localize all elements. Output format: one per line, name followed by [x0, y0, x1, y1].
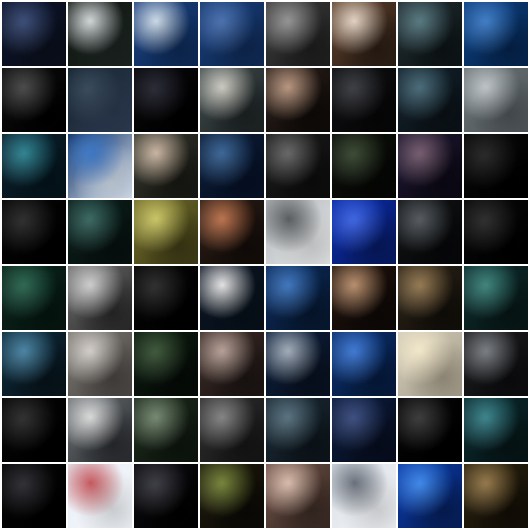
image-tile	[464, 464, 528, 528]
image-tile	[68, 266, 132, 330]
image-tile	[464, 134, 528, 198]
image-tile	[464, 200, 528, 264]
image-tile	[332, 332, 396, 396]
image-tile	[332, 464, 396, 528]
image-tile	[68, 68, 132, 132]
image-tile	[266, 68, 330, 132]
image-tile	[134, 2, 198, 66]
image-tile	[398, 398, 462, 462]
image-tile	[68, 134, 132, 198]
image-tile	[464, 398, 528, 462]
image-tile	[200, 68, 264, 132]
image-tile	[134, 464, 198, 528]
image-tile	[134, 398, 198, 462]
image-tile	[266, 398, 330, 462]
image-tile	[200, 2, 264, 66]
image-tile	[2, 398, 66, 462]
image-tile	[398, 266, 462, 330]
image-tile	[68, 464, 132, 528]
image-tile	[134, 200, 198, 264]
image-tile	[2, 68, 66, 132]
image-tile	[2, 134, 66, 198]
image-tile	[134, 332, 198, 396]
image-tile	[464, 332, 528, 396]
image-tile	[134, 68, 198, 132]
image-tile	[200, 332, 264, 396]
image-tile	[398, 68, 462, 132]
image-tile	[266, 134, 330, 198]
image-tile	[266, 2, 330, 66]
image-tile	[398, 134, 462, 198]
image-tile	[332, 68, 396, 132]
image-tile	[2, 2, 66, 66]
image-tile	[332, 200, 396, 264]
image-tile	[464, 2, 528, 66]
image-tile	[68, 200, 132, 264]
image-tile	[464, 266, 528, 330]
image-tile	[332, 266, 396, 330]
image-tile	[200, 134, 264, 198]
image-tile	[134, 266, 198, 330]
image-tile	[266, 332, 330, 396]
image-tile	[464, 68, 528, 132]
image-tile	[332, 2, 396, 66]
image-tile	[332, 134, 396, 198]
image-tile	[266, 200, 330, 264]
image-tile	[200, 398, 264, 462]
image-tile	[68, 398, 132, 462]
image-tile	[200, 200, 264, 264]
image-tile	[2, 464, 66, 528]
image-tile	[332, 398, 396, 462]
image-tile	[134, 134, 198, 198]
image-tile	[398, 200, 462, 264]
image-tile	[200, 266, 264, 330]
image-tile	[398, 464, 462, 528]
image-tile	[2, 200, 66, 264]
image-tile	[68, 332, 132, 396]
image-tile	[266, 266, 330, 330]
image-tile	[68, 2, 132, 66]
image-tile	[2, 266, 66, 330]
image-tile	[398, 2, 462, 66]
image-tile	[200, 464, 264, 528]
image-tile	[398, 332, 462, 396]
image-tile	[2, 332, 66, 396]
image-tile	[266, 464, 330, 528]
